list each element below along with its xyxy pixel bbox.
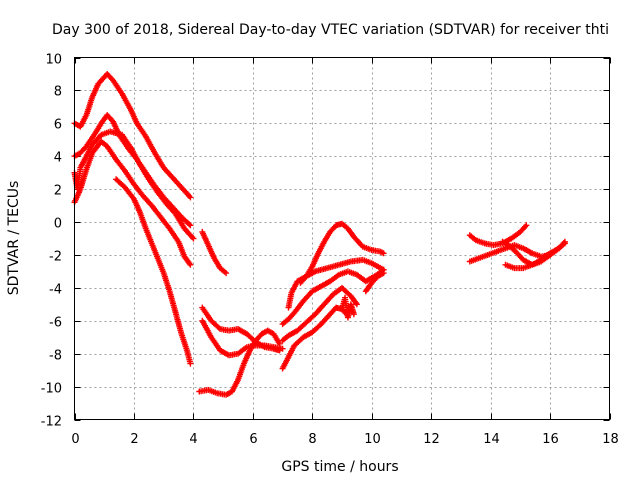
x-tick-label: 10 (364, 432, 381, 447)
x-tick-label: 16 (542, 432, 559, 447)
data-markers (279, 266, 387, 328)
series-arc-5 (113, 176, 194, 367)
x-tick-label: 2 (130, 432, 138, 447)
data-markers (71, 138, 194, 268)
data-markers (297, 220, 387, 286)
y-tick-label: -6 (49, 316, 62, 331)
y-axis-title: SDTVAR / TECUs (6, 181, 22, 296)
grid-lines (74, 57, 610, 420)
x-tick-label: 4 (189, 432, 197, 447)
data-markers (199, 228, 230, 277)
series-arc-9 (196, 327, 283, 398)
data-series (71, 71, 568, 398)
x-tick-label: 8 (308, 432, 316, 447)
axis-ticks (74, 57, 611, 421)
y-tick-label: -2 (49, 250, 62, 265)
data-markers (502, 238, 568, 272)
series-arc-20 (502, 238, 568, 272)
y-tick-label: -4 (49, 283, 62, 298)
series-arc-12 (279, 266, 387, 328)
x-tick-label: 6 (249, 432, 257, 447)
x-tick-label: 12 (423, 432, 440, 447)
plot-frame (74, 57, 610, 420)
y-tick-label: -10 (41, 382, 62, 397)
y-tick-labels: -12 -10 -8 -6 -4 -2 0 2 4 6 8 10 (41, 53, 62, 430)
series-arc-16 (339, 294, 357, 321)
y-tick-label: 2 (54, 184, 62, 199)
y-tick-label: -12 (41, 415, 62, 430)
y-tick-label: 0 (54, 217, 62, 232)
series-arc-11 (279, 284, 360, 344)
data-markers (339, 294, 357, 321)
y-tick-label: 8 (54, 85, 62, 100)
x-tick-label: 0 (71, 432, 79, 447)
y-tick-label: 4 (54, 151, 62, 166)
x-tick-label: 14 (483, 432, 500, 447)
y-tick-label: -8 (49, 349, 62, 364)
chart-title: Day 300 of 2018, Sidereal Day-to-day VTE… (52, 22, 609, 38)
series-arc-15 (362, 270, 387, 295)
series-arc-4 (71, 138, 194, 268)
series-arc-14 (297, 220, 387, 286)
series-arc-6 (199, 228, 230, 277)
y-tick-label: 6 (54, 118, 62, 133)
data-markers (362, 270, 387, 295)
data-markers (113, 176, 194, 367)
data-markers (196, 327, 283, 398)
x-tick-labels: 0 2 4 6 8 10 12 14 16 18 (71, 432, 618, 447)
x-tick-label: 18 (602, 432, 619, 447)
y-tick-label: 10 (45, 53, 62, 68)
data-markers (279, 284, 360, 344)
x-axis-title: GPS time / hours (281, 459, 398, 475)
